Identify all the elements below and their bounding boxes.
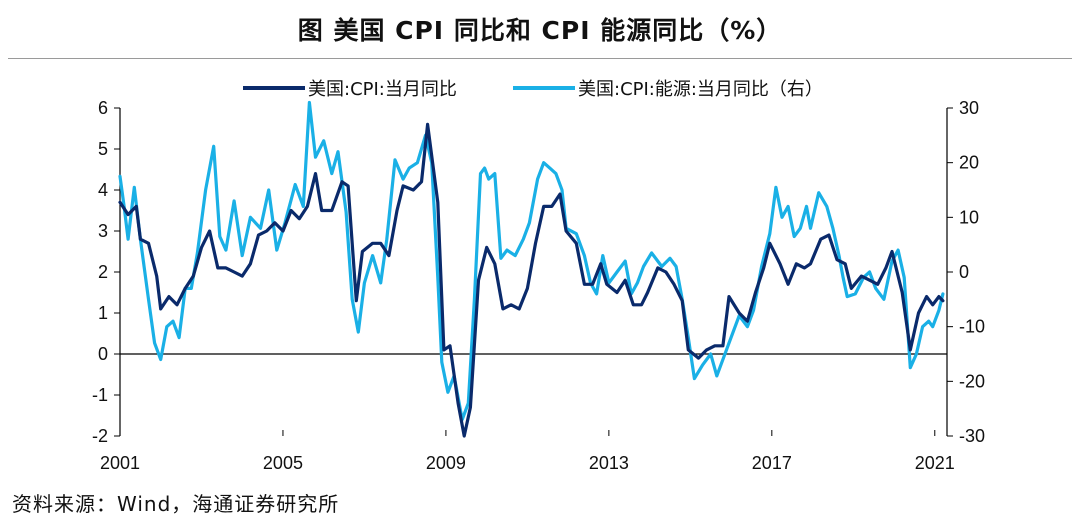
y-left-tick-label: 4 (98, 180, 108, 200)
chart-title: 图 美国 CPI 同比和 CPI 能源同比（%） (297, 16, 783, 45)
x-tick-label: 2013 (589, 453, 629, 473)
legend-label-energy: 美国:CPI:能源:当月同比（右） (578, 79, 823, 100)
series-line-energy (118, 100, 945, 422)
x-tick-label: 2005 (263, 453, 303, 473)
y-right-tick-label: 10 (959, 207, 979, 227)
x-tick-label: 2021 (915, 453, 955, 473)
y-left-tick-label: 0 (98, 344, 108, 364)
y-right-tick-label: 20 (959, 153, 979, 173)
legend: 美国:CPI:当月同比 美国:CPI:能源:当月同比（右） (243, 79, 823, 100)
y-left-tick-label: 3 (98, 221, 108, 241)
y-right-tick-label: 0 (959, 262, 969, 282)
y-left-tick-label: -2 (92, 426, 108, 446)
title-divider (8, 58, 1072, 59)
y-left-tick-label: 1 (98, 303, 108, 323)
y-right-tick-label: -30 (959, 426, 985, 446)
series-group (118, 100, 945, 438)
legend-label-cpi: 美国:CPI:当月同比 (308, 79, 457, 100)
series-line-cpi (118, 122, 945, 438)
x-tick-label: 2009 (426, 453, 466, 473)
y-right-tick-label: -10 (959, 317, 985, 337)
y-left-tick-label: -1 (92, 385, 108, 405)
line-chart: 美国:CPI:当月同比 美国:CPI:能源:当月同比（右） 6543210-1-… (92, 79, 985, 473)
y-right-tick-label: -20 (959, 371, 985, 391)
y-left-tick-label: 6 (98, 98, 108, 118)
source-note: 资料来源：Wind，海通证券研究所 (12, 492, 340, 516)
y-left-tick-label: 5 (98, 139, 108, 159)
x-tick-label: 2001 (100, 453, 140, 473)
x-tick-label: 2017 (752, 453, 792, 473)
y-left-tick-label: 2 (98, 262, 108, 282)
y-right-tick-label: 30 (959, 98, 979, 118)
